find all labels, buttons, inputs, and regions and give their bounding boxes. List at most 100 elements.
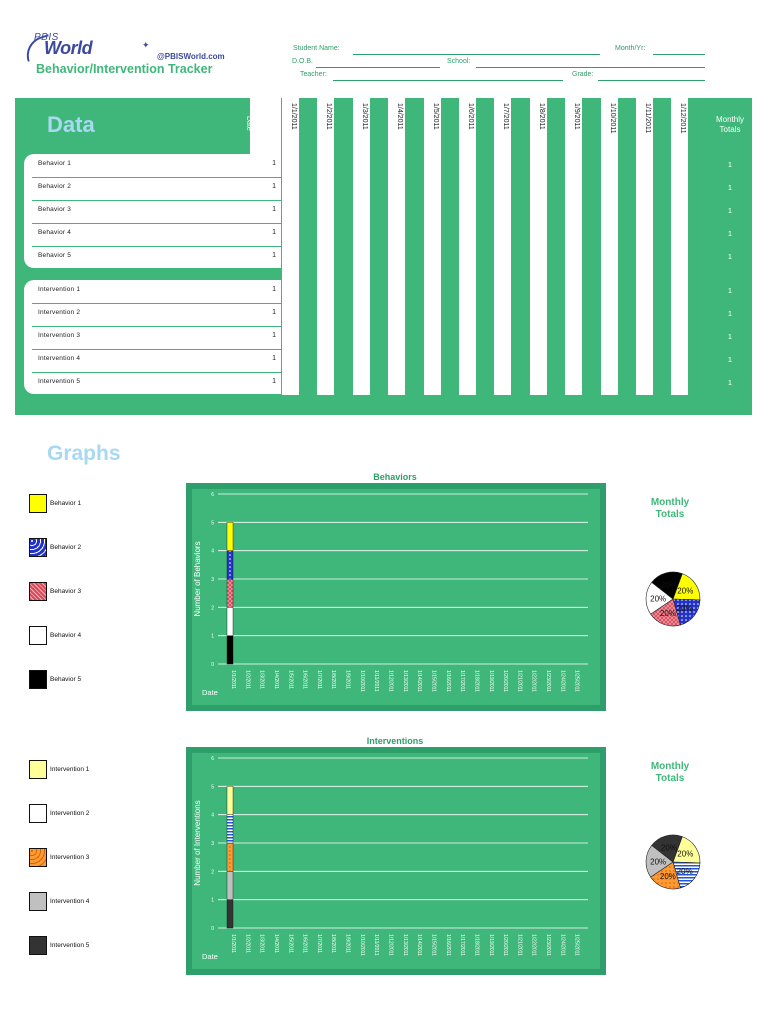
dob-field[interactable]	[316, 67, 440, 68]
bar-segment	[226, 842, 234, 872]
behaviors-chart-frame: 0 1 2 3 4 5 6 Number of Behaviors Date 1/1/2011 1/…	[186, 483, 606, 711]
intervention-legend-label: Intervention 1	[50, 766, 90, 773]
behavior-row-label: Behavior 1	[38, 160, 72, 167]
y-tick-label: 4	[211, 549, 214, 555]
date-column-strip[interactable]	[671, 98, 689, 395]
y-tick-label: 0	[211, 662, 214, 668]
behavior-legend-label: Behavior 5	[50, 676, 82, 683]
date-column-header: 1/6/2011	[467, 103, 474, 130]
behavior-row-value[interactable]: 1	[272, 206, 276, 213]
school-field[interactable]	[476, 67, 705, 68]
pie-slice-label: 20%	[677, 867, 693, 876]
date-column-strip[interactable]	[600, 98, 618, 395]
behavior-legend-label: Behavior 2	[50, 544, 82, 551]
date-column-strip[interactable]	[494, 98, 512, 395]
pie-slice	[651, 571, 683, 600]
interventions-bar-chart: 0 1 2 3 4 5 6 Number of Interventions Date 1/1/20…	[193, 756, 588, 961]
behavior-row-value[interactable]: 1	[272, 229, 276, 236]
behavior-row-label: Behavior 3	[38, 206, 72, 213]
x-tick-label: 1/7/2011	[316, 934, 322, 953]
date-column-header: 1/11/2011	[644, 103, 651, 134]
pie-slice-label: 20%	[661, 581, 677, 590]
intervention-row-value[interactable]: 1	[272, 286, 276, 293]
date-column-header: 1/7/2011	[502, 103, 510, 130]
x-tick-label: 1/9/2011	[345, 670, 351, 689]
date-column-strip[interactable]	[388, 98, 406, 395]
y-tick-label: 2	[211, 869, 214, 875]
page-title: Behavior/Intervention Tracker	[36, 62, 213, 76]
date-column-strip[interactable]	[423, 98, 441, 395]
y-tick-label: 1	[211, 898, 214, 904]
row-divider	[32, 349, 281, 350]
x-tick-label: 1/14/2011	[416, 934, 422, 956]
intervention-row-value[interactable]: 1	[272, 355, 276, 362]
behavior-row-value[interactable]: 1	[272, 252, 276, 259]
behaviors-chart-title: Behaviors	[373, 472, 417, 482]
x-tick-label: 1/4/2011	[273, 934, 279, 953]
logo-star-icon: ✦	[142, 40, 150, 50]
intervention-legend-label: Intervention 2	[50, 810, 90, 817]
monthly-totals-header: Monthly Totals	[715, 115, 744, 134]
x-tick-label: 1/22/2011	[531, 934, 537, 956]
date-column-strip[interactable]	[317, 98, 335, 395]
intervention-row-total: 1	[727, 378, 733, 387]
x-tick-label: 1/22/2011	[531, 670, 537, 692]
row-divider	[32, 177, 281, 178]
date-column-strip[interactable]	[565, 98, 583, 395]
intervention-row-value[interactable]: 1	[272, 378, 276, 385]
x-tick-label: 1/18/2011	[473, 934, 479, 956]
date-column-strip[interactable]	[529, 98, 547, 395]
behavior-legend-label: Behavior 4	[50, 632, 82, 639]
x-tick-label: 1/6/2011	[302, 934, 308, 953]
date-column-strip[interactable]	[282, 98, 299, 395]
bar-segment	[226, 522, 234, 551]
grade-field[interactable]	[598, 80, 705, 81]
x-tick-label: 1/14/2011	[416, 670, 422, 692]
date-column-strip[interactable]	[636, 98, 653, 395]
intervention-legend-label: Intervention 4	[50, 898, 90, 905]
x-axis-label: Date	[202, 952, 218, 961]
x-tick-label: 1/15/2011	[430, 934, 436, 956]
x-tick-label: 1/23/2011	[545, 934, 551, 956]
date-column-strip[interactable]	[352, 98, 370, 395]
month-yr-field[interactable]	[653, 54, 705, 55]
x-tick-label: 1/21/2011	[516, 670, 522, 692]
row-divider	[32, 303, 281, 304]
behavior-legend-label: Behavior 1	[50, 500, 82, 507]
x-tick-label: 1/3/2011	[259, 670, 265, 689]
x-tick-label: 1/13/2011	[402, 934, 408, 956]
behavior-row-total: 1	[727, 252, 733, 261]
x-tick-label: 1/16/2011	[445, 670, 451, 692]
date-column-strip[interactable]	[459, 98, 476, 395]
date-column-label: Date	[245, 116, 252, 131]
student-name-field[interactable]	[353, 54, 600, 55]
behavior-row-label: Behavior 4	[38, 229, 72, 236]
intervention-legend-swatch	[29, 804, 47, 823]
bar-segment	[226, 607, 234, 636]
intervention-row-value[interactable]: 1	[272, 332, 276, 339]
x-tick-label: 1/17/2011	[459, 670, 465, 692]
x-tick-label: 1/8/2011	[330, 934, 336, 953]
intervention-row-value[interactable]: 1	[272, 309, 276, 316]
interventions-card	[24, 280, 281, 394]
teacher-field[interactable]	[333, 80, 563, 81]
x-tick-label: 1/1/2011	[230, 934, 236, 953]
intervention-row-total: 1	[727, 332, 733, 341]
logo-world-text: World	[44, 38, 93, 58]
date-header-cell	[250, 98, 281, 154]
teacher-label: Teacher:	[300, 71, 327, 78]
behavior-row-label: Behavior 5	[38, 252, 72, 259]
intervention-row-label: Intervention 1	[38, 286, 81, 293]
behavior-row-value[interactable]: 1	[272, 160, 276, 167]
intervention-legend-label: Intervention 3	[50, 854, 90, 861]
pie-slice-label: 20%	[660, 872, 676, 881]
bar-segment	[226, 550, 234, 580]
behavior-row-value[interactable]: 1	[272, 183, 276, 190]
logo-url: @PBISWorld.com	[157, 52, 225, 61]
behaviors-card	[24, 154, 281, 268]
y-tick-label: 0	[211, 926, 214, 932]
bar-segment	[226, 635, 234, 665]
x-tick-label: 1/19/2011	[488, 670, 494, 692]
x-tick-label: 1/7/2011	[316, 670, 322, 689]
school-label: School:	[447, 58, 471, 65]
